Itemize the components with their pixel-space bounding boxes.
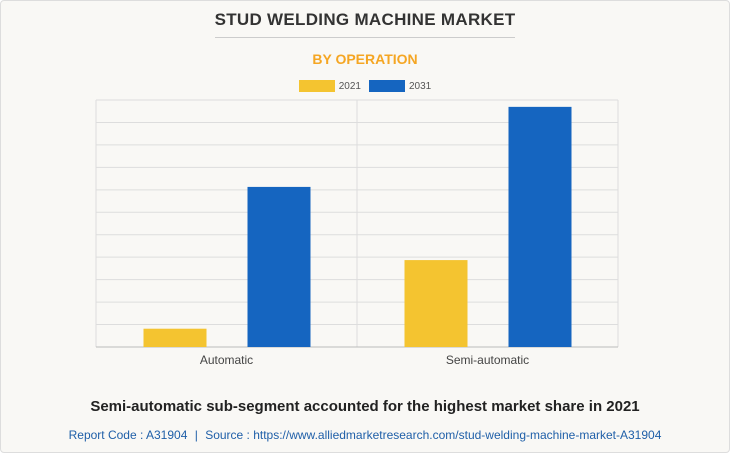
legend-item-2021: 2021 <box>298 80 361 92</box>
legend-swatch-2031 <box>369 80 405 92</box>
chart-legend: 2021 2031 <box>0 80 730 92</box>
legend-swatch-2021 <box>298 80 335 92</box>
title-divider <box>215 37 515 38</box>
report-code: Report Code : A31904 <box>68 428 188 442</box>
bar-2031-automatic <box>247 186 311 347</box>
source-link[interactable]: Source : https://www.alliedmarketresearc… <box>205 428 662 442</box>
bar-2021-semi-automatic <box>404 260 468 347</box>
legend-label-2031: 2031 <box>409 80 432 92</box>
legend-label-2021: 2021 <box>338 80 361 92</box>
bar-chart: Automatic Semi-automatic <box>95 99 619 367</box>
x-tick-label: Automatic <box>200 353 253 367</box>
source-separator: | <box>194 428 198 442</box>
legend-item-2031: 2031 <box>369 80 431 92</box>
x-tick-label: Semi-automatic <box>446 353 529 367</box>
chart-caption: Semi-automatic sub-segment accounted for… <box>90 398 640 415</box>
source-line: Report Code : A31904 | Source : https://… <box>0 428 730 442</box>
chart-subtitle: BY OPERATION <box>312 51 418 67</box>
bar-2021-automatic <box>143 328 207 347</box>
chart-title: STUD WELDING MACHINE MARKET <box>214 10 516 29</box>
bar-2031-semi-automatic <box>508 106 572 347</box>
